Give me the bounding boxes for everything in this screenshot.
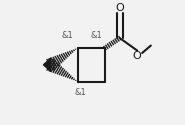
- Polygon shape: [43, 58, 51, 72]
- Text: &1: &1: [62, 31, 74, 40]
- Text: O: O: [133, 51, 142, 61]
- Text: &1: &1: [74, 88, 86, 97]
- Text: O: O: [115, 3, 124, 13]
- Text: &1: &1: [90, 31, 102, 40]
